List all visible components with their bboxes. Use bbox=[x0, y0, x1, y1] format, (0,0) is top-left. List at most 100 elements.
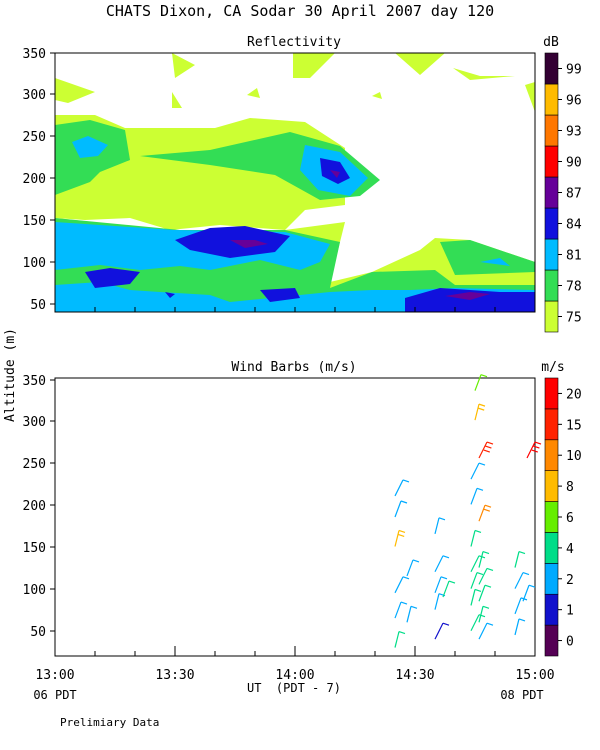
x-axis-label: UT (PDT - 7) bbox=[247, 681, 341, 695]
wind-barb bbox=[470, 572, 484, 589]
xtick-1500: 15:00 bbox=[515, 668, 554, 683]
wind-barb bbox=[478, 567, 494, 585]
wind-barb bbox=[478, 584, 492, 602]
wind-barb bbox=[478, 550, 490, 568]
windbarbs-x-axis: 13:00 13:30 14:00 14:30 15:00 06 PDT UT … bbox=[33, 668, 554, 702]
windbarbs-ytick-150: 150 bbox=[23, 541, 55, 556]
reflectivity-y-axis: 50 100 150 200 250 300 350 bbox=[23, 47, 55, 313]
wind-barb bbox=[394, 500, 408, 518]
reflectivity-contours bbox=[55, 53, 535, 312]
wind-barb bbox=[478, 605, 490, 623]
reflectivity-ytick-350: 350 bbox=[23, 47, 55, 62]
wind-barb bbox=[394, 601, 408, 619]
wind-cbar-label-1: 1 bbox=[566, 604, 574, 619]
svg-text:200: 200 bbox=[23, 172, 46, 187]
windbarbs-ytick-250: 250 bbox=[23, 457, 55, 472]
windbarbs-title: Wind Barbs (m/s) bbox=[231, 360, 356, 375]
wind-barb bbox=[434, 576, 448, 594]
wind-barb bbox=[478, 622, 494, 640]
wind-cbar-swatch-1 bbox=[544, 593, 559, 626]
reflectivity-ytick-200: 200 bbox=[23, 172, 55, 187]
svg-text:350: 350 bbox=[23, 374, 46, 389]
refl-cbar-swatch-75 bbox=[544, 300, 559, 333]
contour-78-upper bbox=[55, 120, 380, 200]
svg-text:100: 100 bbox=[23, 256, 46, 271]
svg-text:300: 300 bbox=[23, 88, 46, 103]
refl-cbar-swatch-99 bbox=[544, 52, 559, 85]
wind-barb bbox=[514, 572, 530, 589]
refl-cbar-swatch-78 bbox=[544, 269, 559, 302]
windbarbs-ytick-50: 50 bbox=[30, 625, 55, 640]
wind-barb bbox=[470, 588, 482, 606]
contour-87-lower bbox=[230, 240, 490, 300]
wind-barbs bbox=[394, 374, 542, 648]
svg-text:350: 350 bbox=[23, 47, 46, 62]
wind-cbar-label-10: 10 bbox=[566, 449, 582, 464]
contour-84-lower bbox=[85, 226, 535, 312]
svg-text:300: 300 bbox=[23, 415, 46, 430]
wind-barb bbox=[522, 584, 536, 602]
wind-barb bbox=[474, 403, 486, 421]
wind-cbar-label-20: 20 bbox=[566, 387, 582, 402]
wind-cbar-swatch-0 bbox=[544, 624, 559, 657]
wind-barb bbox=[526, 441, 542, 459]
wind-cbar-swatch-20 bbox=[544, 377, 559, 410]
refl-cbar-label-81: 81 bbox=[566, 249, 582, 264]
x-sublabel-left: 06 PDT bbox=[33, 688, 76, 702]
wind-cbar-label-2: 2 bbox=[566, 573, 574, 588]
reflectivity-ytick-250: 250 bbox=[23, 130, 55, 145]
wind-cbar-swatch-10 bbox=[544, 439, 559, 471]
contour-75-top-left bbox=[55, 78, 95, 103]
wind-barb bbox=[406, 559, 420, 577]
refl-cbar-swatch-84 bbox=[544, 207, 559, 240]
wind-colorbar-label: m/s bbox=[541, 360, 564, 375]
refl-cbar-swatch-96 bbox=[544, 83, 559, 116]
xtick-1400: 14:00 bbox=[275, 668, 314, 683]
wind-cbar-label-0: 0 bbox=[566, 635, 574, 650]
y-axis-label: Altitude (m) bbox=[3, 328, 18, 422]
wind-barb bbox=[470, 487, 484, 505]
refl-cbar-label-96: 96 bbox=[566, 94, 582, 109]
x-sublabel-right: 08 PDT bbox=[500, 688, 543, 702]
contour-87-upper bbox=[330, 170, 340, 178]
wind-barb bbox=[394, 631, 406, 648]
wind-barb bbox=[514, 618, 526, 636]
wind-cbar-swatch-8 bbox=[544, 470, 559, 502]
windbarbs-y-axis: 50 100 150 200 250 300 350 bbox=[23, 374, 55, 640]
refl-cbar-label-78: 78 bbox=[566, 280, 582, 295]
wind-colorbar: m/s 0 1 2 4 6 8 10 15 20 bbox=[541, 360, 582, 657]
wind-cbar-label-8: 8 bbox=[566, 480, 574, 495]
wind-cbar-label-4: 4 bbox=[566, 542, 574, 557]
wind-barb bbox=[470, 462, 486, 480]
svg-text:250: 250 bbox=[23, 130, 46, 145]
wind-barb bbox=[442, 580, 456, 598]
svg-text:150: 150 bbox=[23, 214, 46, 229]
refl-cbar-label-99: 99 bbox=[566, 63, 582, 78]
refl-cbar-label-93: 93 bbox=[566, 125, 582, 140]
reflectivity-ytick-100: 100 bbox=[23, 256, 55, 271]
refl-cbar-label-87: 87 bbox=[566, 187, 582, 202]
wind-cbar-swatch-4 bbox=[544, 532, 559, 564]
wind-barb bbox=[434, 555, 450, 573]
contour-81-upper bbox=[72, 136, 368, 196]
reflectivity-ytick-50: 50 bbox=[30, 298, 55, 313]
wind-cbar-label-15: 15 bbox=[566, 418, 582, 433]
windbarbs-frame bbox=[54, 377, 536, 657]
wind-barb bbox=[470, 555, 486, 573]
reflectivity-title: Reflectivity bbox=[247, 35, 341, 50]
refl-cbar-swatch-87 bbox=[544, 176, 559, 209]
refl-cbar-swatch-93 bbox=[544, 114, 559, 147]
svg-text:250: 250 bbox=[23, 457, 46, 472]
wind-barb bbox=[474, 374, 488, 391]
wind-barb bbox=[470, 529, 482, 547]
contour-81-lower bbox=[55, 222, 535, 312]
reflectivity-ytick-150: 150 bbox=[23, 214, 55, 229]
reflectivity-x-ticks bbox=[94, 307, 496, 312]
windbarbs-ytick-350: 350 bbox=[23, 374, 55, 389]
reflectivity-panel: 50 100 150 200 250 300 350 bbox=[23, 47, 536, 313]
refl-cbar-swatch-81 bbox=[544, 238, 559, 271]
wind-barb bbox=[514, 550, 526, 568]
wind-cbar-swatch-2 bbox=[544, 563, 559, 595]
refl-cbar-label-84: 84 bbox=[566, 218, 582, 233]
wind-cbar-swatch-15 bbox=[544, 408, 559, 441]
